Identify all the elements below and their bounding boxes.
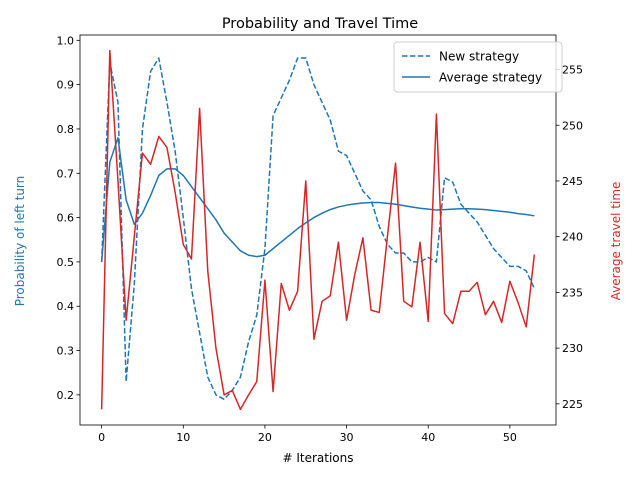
y-right-tick-label: 245 — [562, 175, 583, 188]
y-right-tick-label: 230 — [562, 342, 583, 355]
y-left-tick-label: 0.8 — [57, 123, 75, 136]
axes: 0 10 20 30 40 50 0.2 0.3 0.4 0.5 0.6 0.7 0.8 0.9 1.0 22… — [57, 34, 584, 444]
new-strategy-series — [100, 57, 536, 401]
legend-label-average-strategy: Average strategy — [439, 71, 542, 85]
y-left-tick-label: 0.4 — [57, 300, 75, 313]
y-left-tick-label: 0.3 — [57, 345, 75, 358]
y-left-tick-label: 0.2 — [57, 389, 75, 402]
y-right-tick-label: 235 — [562, 286, 583, 299]
x-tick-label: 50 — [503, 431, 517, 444]
average-strategy-line — [100, 137, 535, 262]
x-axis-label: # Iterations — [282, 451, 353, 465]
y-left-tick-label: 0.5 — [57, 256, 75, 269]
x-tick-label: 10 — [176, 431, 190, 444]
x-tick-label: 0 — [98, 431, 105, 444]
y-axis-label-left: Probability of left turn — [13, 176, 27, 307]
x-tick-label: 20 — [258, 431, 272, 444]
x-tick-label: 40 — [421, 431, 435, 444]
x-tick-label: 30 — [340, 431, 354, 444]
y-right-tick-label: 250 — [562, 119, 583, 132]
legend-frame — [393, 41, 563, 93]
average-strategy-series — [100, 137, 535, 262]
y-left-tick-label: 0.7 — [57, 167, 75, 180]
new-strategy-line — [100, 57, 536, 401]
chart-title: Probability and Travel Time — [222, 16, 418, 32]
y-left-tick-label: 0.9 — [57, 79, 75, 92]
y-right-tick-label: 255 — [562, 64, 583, 77]
y-right-tick-label: 225 — [562, 398, 583, 411]
legend: New strategy Average strategy — [393, 41, 563, 93]
y-right-tick-label: 240 — [562, 231, 583, 244]
plot-frame — [79, 34, 557, 426]
plot-area — [100, 49, 536, 411]
y-left-tick-label: 1.0 — [57, 34, 75, 47]
y-left-tick-label: 0.6 — [57, 212, 75, 225]
legend-label-new-strategy: New strategy — [439, 50, 519, 64]
travel-time-series — [100, 49, 536, 411]
y-axis-label-right: Average travel time — [609, 182, 623, 301]
travel-time-line — [100, 49, 536, 411]
